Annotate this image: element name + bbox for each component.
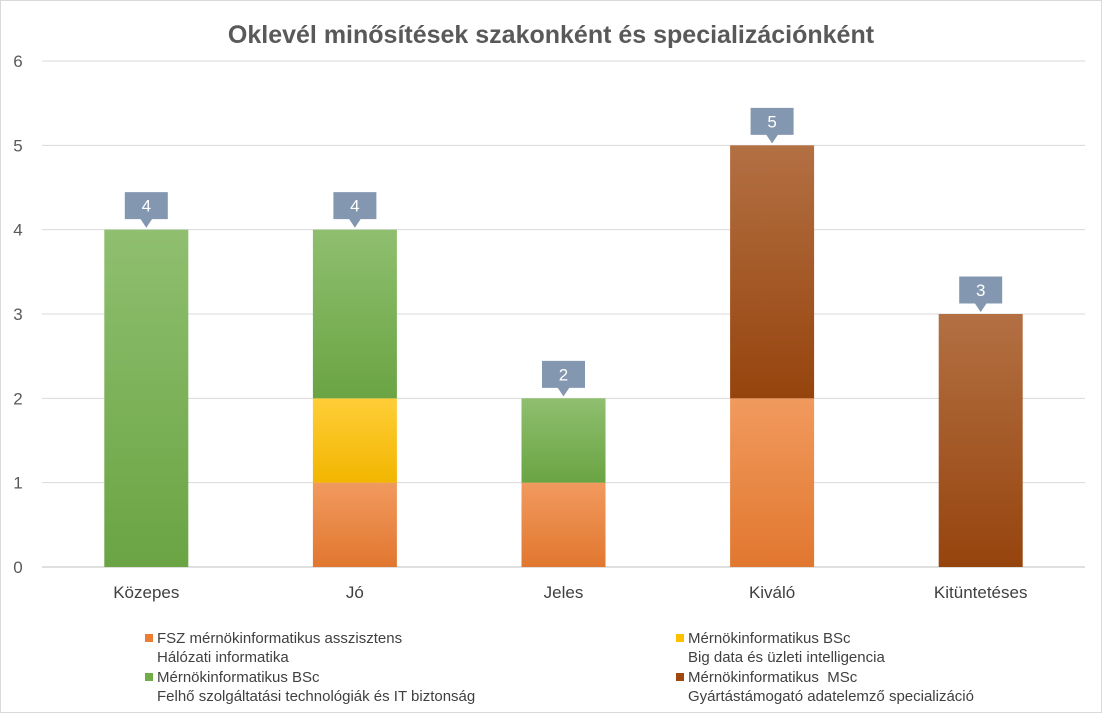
x-tick-label: Jeles bbox=[544, 583, 584, 602]
total-label: 3 bbox=[976, 281, 985, 300]
bar-segment bbox=[521, 398, 606, 483]
bar-segment bbox=[730, 398, 815, 567]
legend-sublabel: Big data és üzleti intelligencia bbox=[688, 649, 885, 666]
total-label-box bbox=[123, 191, 169, 230]
total-label-box bbox=[541, 359, 586, 399]
y-tick-label: 2 bbox=[13, 389, 22, 408]
y-tick-label: 6 bbox=[13, 52, 22, 71]
y-tick-label: 5 bbox=[13, 136, 22, 155]
legend-sublabel: Gyártástámogató adatelemző specializáció bbox=[688, 688, 974, 705]
bar-segment bbox=[104, 229, 189, 567]
y-tick-label: 0 bbox=[13, 558, 22, 577]
total-label: 4 bbox=[142, 197, 151, 216]
total-label-box bbox=[958, 275, 1004, 314]
x-tick-label: Közepes bbox=[113, 583, 179, 602]
legend-sublabel: Felhő szolgáltatási technológiák és IT b… bbox=[157, 688, 476, 705]
bar-segment bbox=[312, 482, 397, 567]
total-label-box bbox=[749, 106, 795, 146]
legend-item-bsc-bigdata: Mérnökinformatikus BSc Big data és üzlet… bbox=[676, 629, 885, 667]
legend-item-msc: Mérnökinformatikus MSc Gyártástámogató a… bbox=[676, 668, 974, 706]
bar-segment bbox=[938, 314, 1023, 567]
legend-label: Mérnökinformatikus BSc bbox=[157, 669, 320, 686]
x-tick-label: Kiváló bbox=[749, 583, 795, 602]
total-label: 2 bbox=[559, 365, 568, 384]
bar-segment bbox=[730, 145, 815, 399]
bar-segment bbox=[521, 482, 606, 567]
legend-item-fsz: FSZ mérnökinformatikus asszisztens Hálóz… bbox=[145, 629, 402, 667]
legend-item-bsc-cloud: Mérnökinformatikus BSc Felhő szolgáltatá… bbox=[145, 668, 475, 706]
total-label: 5 bbox=[767, 112, 776, 131]
total-label: 4 bbox=[350, 197, 359, 216]
legend-swatch bbox=[676, 634, 684, 642]
bars bbox=[104, 145, 1023, 567]
gridlines bbox=[42, 60, 1085, 568]
legend-label: Mérnökinformatikus MSc bbox=[688, 669, 858, 686]
legend-sublabel: Hálózati informatika bbox=[157, 649, 289, 666]
y-tick-label: 3 bbox=[13, 305, 22, 324]
x-axis-tick-labels: Közepes Jó Jeles Kiváló Kitüntetéses bbox=[113, 583, 1027, 602]
chart-title: Oklevél minősítések szakonként és specia… bbox=[228, 21, 875, 49]
legend-label: FSZ mérnökinformatikus asszisztens bbox=[157, 630, 403, 647]
bar-segment bbox=[312, 398, 397, 483]
x-tick-label: Jó bbox=[346, 583, 364, 602]
legend-swatch bbox=[676, 673, 684, 681]
y-tick-label: 4 bbox=[13, 221, 22, 240]
y-axis-tick-labels: 0 1 2 3 4 5 6 bbox=[13, 52, 22, 577]
legend-swatch bbox=[145, 634, 153, 642]
x-tick-label: Kitüntetéses bbox=[934, 583, 1028, 602]
bar-segment bbox=[312, 229, 397, 399]
total-label-box bbox=[332, 191, 378, 230]
total-labels: 4 4 2 5 3 bbox=[123, 106, 1004, 399]
legend-swatch bbox=[145, 673, 153, 681]
legend-label: Mérnökinformatikus BSc bbox=[688, 630, 851, 647]
y-tick-label: 1 bbox=[13, 474, 22, 493]
